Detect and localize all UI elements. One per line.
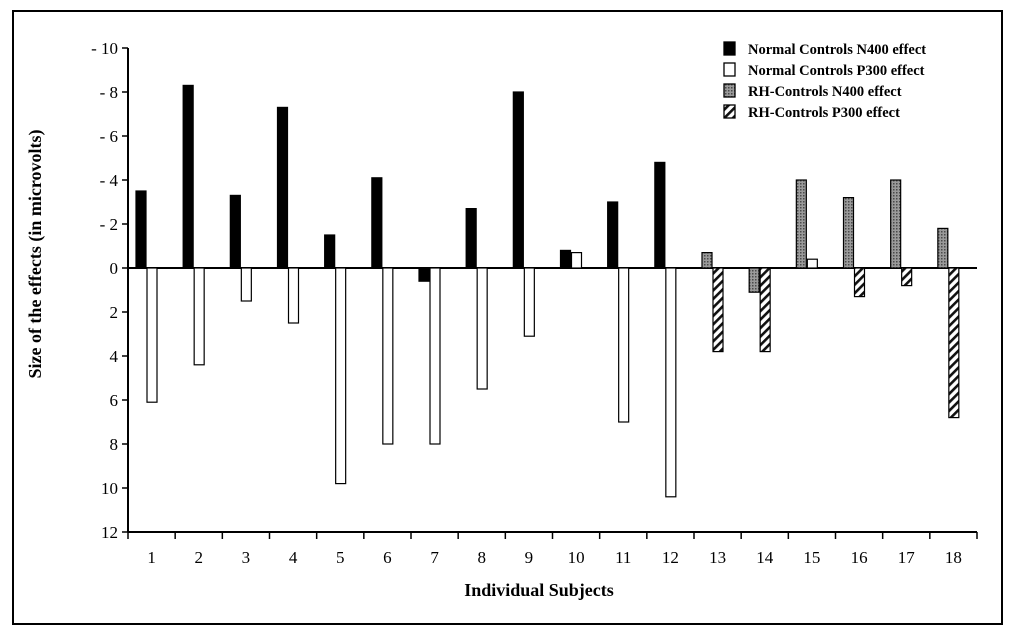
x-tick-label: 7 xyxy=(430,548,439,567)
bar-normal-controls-p300-effect-subject-8 xyxy=(476,267,488,390)
y-tick-label: 10 xyxy=(101,479,118,498)
bar-normal-controls-p300-effect-subject-1 xyxy=(146,267,158,403)
x-tick-label: 17 xyxy=(898,548,916,567)
bar-rh-controls-p300-effect-subject-13 xyxy=(712,267,724,353)
legend: Normal Controls N400 effect Normal Contro… xyxy=(723,41,926,121)
chart-frame: - 10- 8- 6- 4- 2 0 2 4 6 8 10 12 1 2 3 4 5 6 7 8 9 10 11 12… xyxy=(12,10,1003,625)
x-tick-label: 1 xyxy=(147,548,156,567)
legend-swatch xyxy=(723,41,736,56)
bar-normal-controls-p300-effect-subject-2 xyxy=(193,267,205,366)
bar-normal-controls-n400-effect-subject-10 xyxy=(559,249,572,269)
x-tick-label: 2 xyxy=(195,548,204,567)
bar-normal-controls-p300-effect-subject-4 xyxy=(287,267,300,324)
y-tick-label: - 6 xyxy=(100,127,118,146)
legend-label: Normal Controls P300 effect xyxy=(748,63,925,79)
bar-normal-controls-n400-effect-subject-12 xyxy=(654,161,666,269)
y-tick-label: 2 xyxy=(110,303,119,322)
bar-normal-controls-p300-effect-subject-5 xyxy=(335,267,347,485)
y-tick-label: - 8 xyxy=(100,83,118,102)
y-tick-label: 8 xyxy=(110,435,119,454)
bar-normal-controls-p300-effect-subject-3 xyxy=(240,267,252,302)
bar-normal-controls-n400-effect-subject-5 xyxy=(324,234,336,269)
x-tick-label: 13 xyxy=(709,548,726,567)
bar-normal-controls-p300-effect-subject-12 xyxy=(665,267,677,498)
bar-normal-controls-n400-effect-subject-11 xyxy=(607,201,619,269)
bar-normal-controls-p300-effect-subject-15 xyxy=(806,258,818,269)
y-tick-label: 6 xyxy=(110,391,119,410)
bar-normal-controls-p300-effect-subject-11 xyxy=(618,267,630,423)
bar-normal-controls-n400-effect-subject-9 xyxy=(512,91,524,269)
bar-rh-controls-p300-effect-subject-16 xyxy=(853,267,866,298)
y-tick-label: 0 xyxy=(110,259,119,278)
x-tick-label: 11 xyxy=(615,548,631,567)
x-tick-label: 18 xyxy=(945,548,962,567)
x-tick-label: 12 xyxy=(662,548,679,567)
y-tick-label: 4 xyxy=(110,347,119,366)
x-tick-label: 10 xyxy=(568,548,585,567)
y-tick-label: - 10 xyxy=(91,39,118,58)
bar-normal-controls-n400-effect-subject-1 xyxy=(135,190,147,269)
bar-normal-controls-n400-effect-subject-2 xyxy=(182,84,194,269)
bar-normal-controls-n400-effect-subject-3 xyxy=(229,194,241,269)
bar-normal-controls-n400-effect-subject-4 xyxy=(276,106,289,269)
y-axis-title: Size of the effects (in microvolts) xyxy=(25,129,46,378)
legend-swatch xyxy=(723,62,736,77)
bar-normal-controls-p300-effect-subject-6 xyxy=(382,267,394,445)
y-tick-label: 12 xyxy=(101,523,118,542)
x-tick-label: 8 xyxy=(478,548,487,567)
x-tick-label: 9 xyxy=(525,548,534,567)
bar-rh-controls-n400-effect-subject-15 xyxy=(795,179,807,269)
bars xyxy=(135,84,960,498)
x-axis-title: Individual Subjects xyxy=(464,580,614,600)
bar-rh-controls-n400-effect-subject-13 xyxy=(701,252,713,269)
bar-rh-controls-n400-effect-subject-14 xyxy=(748,267,760,293)
axes xyxy=(122,47,978,539)
x-tick-label: 5 xyxy=(336,548,345,567)
x-tick-label: 15 xyxy=(803,548,820,567)
bar-normal-controls-p300-effect-subject-7 xyxy=(429,267,441,445)
x-tick-label: 3 xyxy=(242,548,251,567)
x-tick-label: 14 xyxy=(756,548,774,567)
y-tick-label: - 4 xyxy=(100,171,119,190)
legend-swatch xyxy=(723,83,736,98)
legend-swatch xyxy=(723,104,736,119)
bar-rh-controls-n400-effect-subject-17 xyxy=(890,179,902,269)
bar-normal-controls-p300-effect-subject-10 xyxy=(570,252,583,269)
x-tick-label: 16 xyxy=(851,548,868,567)
legend-label: RH-Controls P300 effect xyxy=(748,105,900,121)
bar-normal-controls-n400-effect-subject-6 xyxy=(371,177,383,269)
bar-rh-controls-n400-effect-subject-18 xyxy=(937,227,949,269)
legend-label: RH-Controls N400 effect xyxy=(748,84,902,100)
x-tick-label: 6 xyxy=(383,548,392,567)
bar-rh-controls-n400-effect-subject-16 xyxy=(842,197,855,269)
bar-rh-controls-p300-effect-subject-18 xyxy=(948,267,960,419)
bar-rh-controls-p300-effect-subject-17 xyxy=(901,267,913,287)
y-tick-label: - 2 xyxy=(100,215,118,234)
legend-label: Normal Controls N400 effect xyxy=(748,42,926,58)
bar-normal-controls-n400-effect-subject-8 xyxy=(465,208,477,269)
x-tick-label: 4 xyxy=(289,548,298,567)
bar-normal-controls-p300-effect-subject-9 xyxy=(523,267,535,337)
bar-normal-controls-n400-effect-subject-7 xyxy=(418,267,430,282)
bar-rh-controls-p300-effect-subject-14 xyxy=(759,267,771,353)
